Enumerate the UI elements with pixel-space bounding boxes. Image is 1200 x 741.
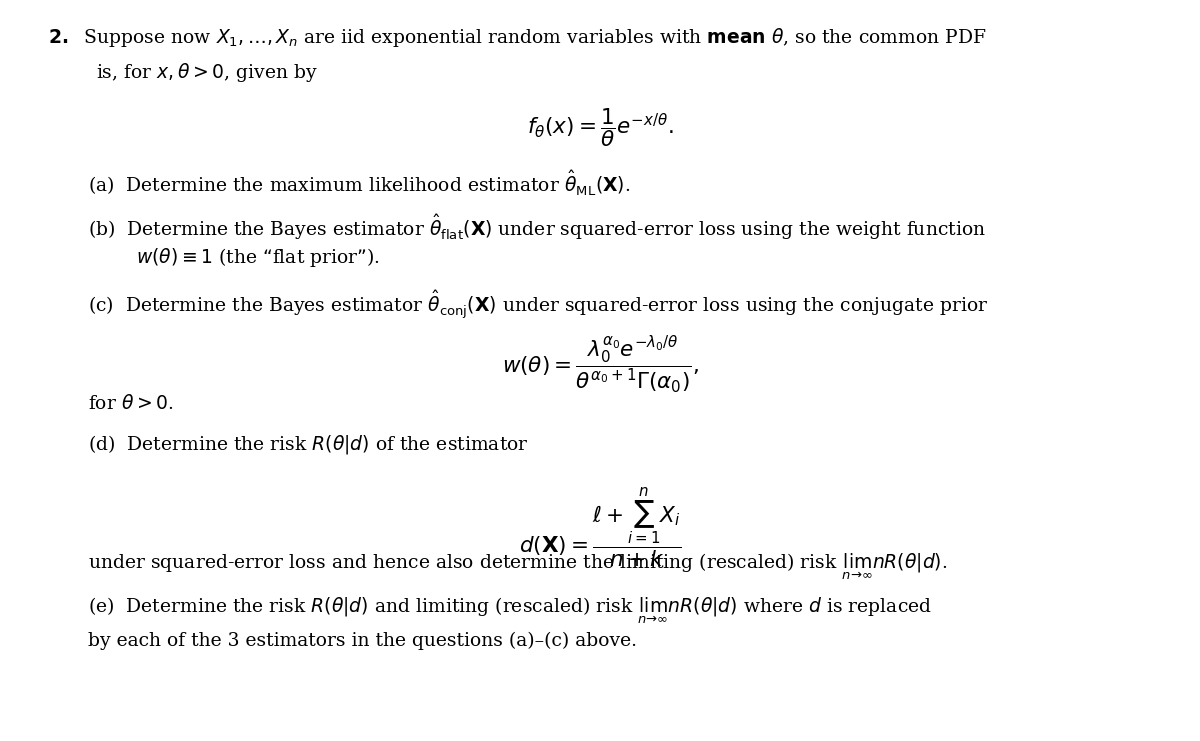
Text: (c)  Determine the Bayes estimator $\hat{\theta}_{\mathrm{conj}}(\mathbf{X})$ un: (c) Determine the Bayes estimator $\hat{…: [88, 289, 988, 322]
Text: (d)  Determine the risk $R(\theta|d)$ of the estimator: (d) Determine the risk $R(\theta|d)$ of …: [88, 433, 528, 456]
Text: $f_\theta(x) = \dfrac{1}{\theta}e^{-x/\theta}.$: $f_\theta(x) = \dfrac{1}{\theta}e^{-x/\t…: [527, 107, 673, 150]
Text: under squared-error loss and hence also determine the limiting (rescaled) risk $: under squared-error loss and hence also …: [88, 552, 947, 582]
Text: (a)  Determine the maximum likelihood estimator $\hat{\theta}_{\mathrm{ML}}(\mat: (a) Determine the maximum likelihood est…: [88, 169, 630, 198]
Text: $d(\mathbf{X}) = \dfrac{\ell + \sum_{i=1}^{n} X_i}{n+k}$: $d(\mathbf{X}) = \dfrac{\ell + \sum_{i=1…: [518, 485, 682, 569]
Text: for $\theta > 0$.: for $\theta > 0$.: [88, 394, 173, 413]
Text: is, for $x, \theta > 0$, given by: is, for $x, \theta > 0$, given by: [96, 61, 318, 84]
Text: $\mathbf{2.}$  Suppose now $X_1,\ldots,X_n$ are iid exponential random variables: $\mathbf{2.}$ Suppose now $X_1,\ldots,X_…: [48, 26, 986, 49]
Text: (b)  Determine the Bayes estimator $\hat{\theta}_{\mathrm{flat}}(\mathbf{X})$ un: (b) Determine the Bayes estimator $\hat{…: [88, 212, 985, 242]
Text: (e)  Determine the risk $R(\theta|d)$ and limiting (rescaled) risk $\lim_{n\to\i: (e) Determine the risk $R(\theta|d)$ and…: [88, 596, 931, 626]
Text: $w(\theta) \equiv 1$ (the “flat prior”).: $w(\theta) \equiv 1$ (the “flat prior”).: [136, 246, 379, 269]
Text: $w(\theta) = \dfrac{\lambda_0^{\alpha_0} e^{-\lambda_0/\theta}}{\theta^{\alpha_0: $w(\theta) = \dfrac{\lambda_0^{\alpha_0}…: [502, 335, 698, 396]
Text: by each of the 3 estimators in the questions (a)–(c) above.: by each of the 3 estimators in the quest…: [88, 631, 637, 650]
